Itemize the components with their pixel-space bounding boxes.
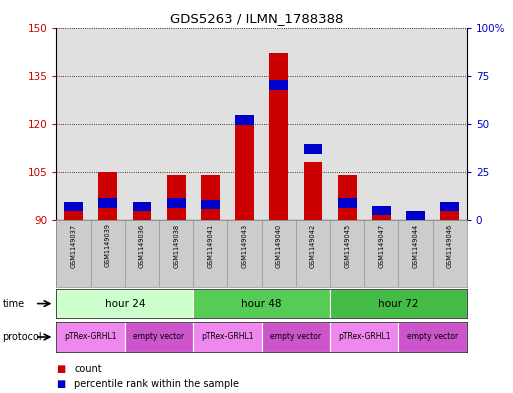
Text: count: count bbox=[74, 364, 102, 374]
Text: pTRex-GRHL1: pTRex-GRHL1 bbox=[64, 332, 117, 342]
Text: pTRex-GRHL1: pTRex-GRHL1 bbox=[201, 332, 254, 342]
Text: hour 48: hour 48 bbox=[242, 299, 282, 309]
Text: GSM1149045: GSM1149045 bbox=[344, 223, 350, 268]
Text: pTRex-GRHL1: pTRex-GRHL1 bbox=[338, 332, 390, 342]
Bar bbox=[125, 220, 159, 287]
Bar bbox=[98, 198, 117, 208]
Bar bbox=[201, 200, 220, 209]
Bar bbox=[235, 115, 254, 125]
Text: GSM1149046: GSM1149046 bbox=[447, 223, 453, 268]
Bar bbox=[304, 144, 322, 154]
Bar bbox=[227, 220, 262, 287]
Bar bbox=[159, 220, 193, 287]
Bar bbox=[56, 289, 193, 318]
Bar bbox=[201, 175, 220, 220]
Bar bbox=[406, 211, 425, 221]
Bar bbox=[372, 211, 391, 220]
Bar bbox=[167, 198, 186, 208]
Bar bbox=[372, 206, 391, 215]
Text: protocol: protocol bbox=[3, 332, 42, 342]
Bar bbox=[330, 289, 467, 318]
Text: GSM1149039: GSM1149039 bbox=[105, 223, 111, 267]
Text: empty vector: empty vector bbox=[133, 332, 185, 342]
Bar bbox=[235, 121, 254, 220]
Text: hour 72: hour 72 bbox=[378, 299, 419, 309]
Bar bbox=[330, 220, 364, 287]
Bar bbox=[269, 81, 288, 90]
Bar bbox=[304, 162, 322, 220]
Text: GSM1149037: GSM1149037 bbox=[70, 223, 76, 268]
Text: GSM1149036: GSM1149036 bbox=[139, 223, 145, 268]
Bar bbox=[167, 175, 186, 220]
Bar bbox=[330, 322, 399, 352]
Text: GSM1149044: GSM1149044 bbox=[412, 223, 419, 268]
Bar bbox=[440, 202, 459, 211]
Text: GSM1149043: GSM1149043 bbox=[242, 223, 248, 268]
Text: ■: ■ bbox=[56, 379, 66, 389]
Bar bbox=[193, 220, 227, 287]
Bar bbox=[262, 322, 330, 352]
Bar bbox=[64, 207, 83, 220]
Text: GSM1149042: GSM1149042 bbox=[310, 223, 316, 268]
Bar bbox=[193, 322, 262, 352]
Bar bbox=[338, 175, 357, 220]
Text: empty vector: empty vector bbox=[270, 332, 321, 342]
Text: percentile rank within the sample: percentile rank within the sample bbox=[74, 379, 240, 389]
Bar bbox=[432, 220, 467, 287]
Text: GSM1149040: GSM1149040 bbox=[275, 223, 282, 268]
Bar bbox=[56, 220, 91, 287]
Bar bbox=[364, 220, 399, 287]
Bar bbox=[262, 220, 296, 287]
Bar bbox=[125, 322, 193, 352]
Bar bbox=[296, 220, 330, 287]
Text: GDS5263 / ILMN_1788388: GDS5263 / ILMN_1788388 bbox=[170, 12, 343, 25]
Text: GSM1149038: GSM1149038 bbox=[173, 223, 179, 268]
Bar bbox=[269, 53, 288, 220]
Bar bbox=[64, 202, 83, 211]
Text: empty vector: empty vector bbox=[407, 332, 458, 342]
Bar bbox=[56, 322, 125, 352]
Bar bbox=[132, 202, 151, 211]
Bar bbox=[440, 207, 459, 220]
Bar bbox=[132, 207, 151, 220]
Text: time: time bbox=[3, 299, 25, 309]
Bar bbox=[193, 289, 330, 318]
Bar bbox=[399, 220, 432, 287]
Text: hour 24: hour 24 bbox=[105, 299, 145, 309]
Bar bbox=[399, 322, 467, 352]
Bar bbox=[91, 220, 125, 287]
Text: GSM1149047: GSM1149047 bbox=[378, 223, 384, 268]
Text: GSM1149041: GSM1149041 bbox=[207, 223, 213, 268]
Text: ■: ■ bbox=[56, 364, 66, 374]
Bar bbox=[338, 198, 357, 208]
Bar bbox=[98, 172, 117, 220]
